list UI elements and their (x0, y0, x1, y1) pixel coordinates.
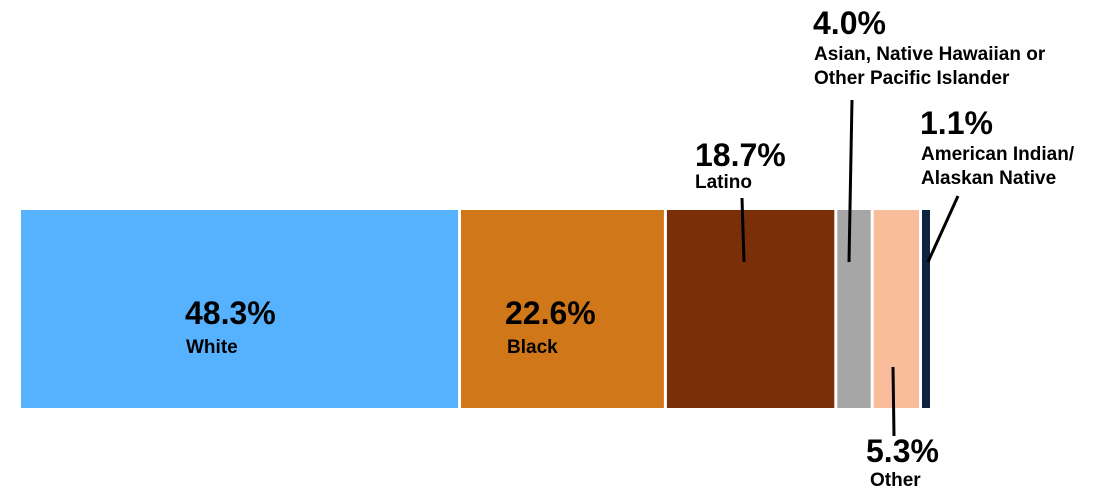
bar-segment-5 (873, 210, 919, 408)
category-label-6-line-2: Alaskan Native (921, 168, 1056, 189)
category-label-4-line-2: Other Pacific Islander (814, 68, 1010, 89)
category-label-3: Latino (695, 172, 752, 193)
value-label-5: 5.3% (866, 433, 939, 469)
leader-line-5 (891, 366, 896, 437)
value-label-3: 18.7% (695, 137, 786, 173)
category-label-6-line-1: American Indian/ (921, 144, 1075, 165)
leader-line-6 (926, 195, 960, 263)
category-label-5: Other (870, 470, 921, 490)
bar-segment-6 (922, 210, 930, 408)
leader-line-3 (740, 197, 746, 263)
value-label-4: 4.0% (813, 5, 886, 41)
leader-line-4 (847, 99, 854, 263)
value-label-1: 48.3% (185, 295, 276, 331)
category-label-1: White (186, 337, 238, 358)
bar-segment-2 (461, 210, 664, 408)
category-label-4-line-1: Asian, Native Hawaiian or (814, 44, 1046, 65)
value-label-2: 22.6% (505, 295, 596, 331)
bar-segment-4 (837, 210, 871, 408)
bar-segment-3 (666, 210, 835, 408)
value-label-6: 1.1% (920, 105, 993, 141)
category-label-2: Black (507, 337, 558, 358)
bar-segment-1 (21, 210, 458, 408)
